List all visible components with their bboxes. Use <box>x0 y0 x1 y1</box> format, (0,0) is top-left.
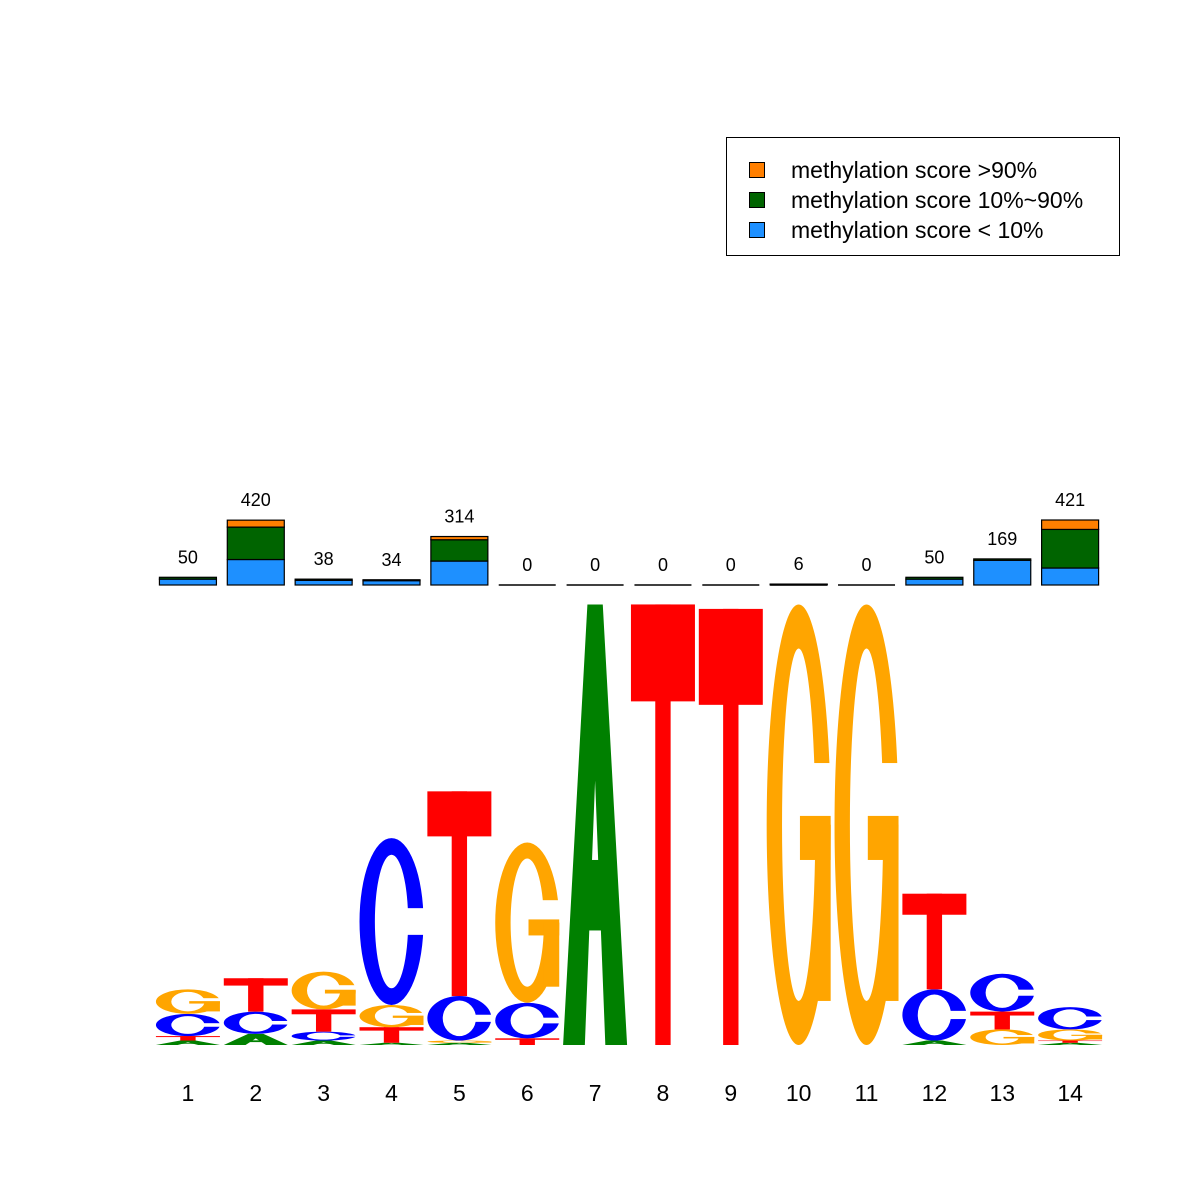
logo-letter-G-pos5 <box>427 1040 494 1043</box>
logo-letter-C-pos13 <box>970 973 1037 1012</box>
legend: methylation score >90% methylation score… <box>726 137 1120 256</box>
bar-total-label: 420 <box>241 490 271 510</box>
bar-pos14-series0 <box>1041 567 1100 586</box>
bar-pos4-series0 <box>362 580 421 586</box>
logo-letter-C-pos1 <box>155 1013 223 1037</box>
bar-total-label: 0 <box>658 555 668 575</box>
bar-pos2-series0 <box>226 558 285 586</box>
position-label: 12 <box>922 1080 948 1106</box>
logo-letter-G-pos11 <box>834 604 902 1045</box>
logo-letter-G-pos4 <box>359 1004 427 1028</box>
position-label: 2 <box>249 1080 262 1106</box>
bar-total-label: 0 <box>862 555 872 575</box>
logo-letter-T-pos2 <box>223 978 288 1012</box>
position-tick-labels: 1 2 3 4 5 6 7 8 9 10 11 12 13 14 <box>182 1080 1084 1106</box>
position-label: 3 <box>317 1080 330 1106</box>
logo-letter-T-pos8 <box>630 604 695 1045</box>
logo-letter-T-pos13 <box>970 1011 1035 1030</box>
position-label: 6 <box>521 1080 534 1106</box>
logo-letter-G-pos3 <box>291 971 359 1010</box>
bar-pos2-series2 <box>226 519 285 528</box>
bar-pos3-series1 <box>294 578 353 581</box>
legend-item-low: methylation score < 10% <box>749 215 1044 245</box>
logo-letter-A-pos14 <box>1038 1042 1103 1045</box>
bar-pos12-series0 <box>905 578 964 586</box>
logo-letter-A-pos5 <box>427 1042 492 1045</box>
bar-pos5-series1 <box>430 539 489 562</box>
logo-letter-C-pos5 <box>427 996 494 1041</box>
logo-letter-G-pos6 <box>495 842 562 1003</box>
position-label: 7 <box>589 1080 602 1106</box>
bar-pos5-series0 <box>430 560 489 586</box>
position-label: 11 <box>855 1080 879 1106</box>
logo-letter-T-pos5 <box>427 791 492 997</box>
logo-letter-C-pos2 <box>223 1011 291 1034</box>
legend-swatch-low <box>749 222 765 238</box>
logo-letter-T-pos9 <box>698 608 763 1045</box>
logo-letter-T-pos4 <box>359 1027 424 1043</box>
logo-letter-T-pos1 <box>155 1036 220 1041</box>
logo-letter-T-pos3 <box>291 1009 356 1032</box>
sequence-logo <box>155 604 1105 1045</box>
logo-letter-A-pos3 <box>291 1040 356 1045</box>
bar-pos4-series1 <box>362 579 421 582</box>
methylation-bars <box>158 519 1100 586</box>
logo-letter-A-pos4 <box>359 1042 424 1045</box>
bar-total-label: 0 <box>522 555 532 575</box>
bar-total-label: 314 <box>444 507 474 527</box>
bar-pos13-series0 <box>973 559 1032 586</box>
legend-item-high: methylation score >90% <box>749 155 1037 185</box>
logo-letter-G-pos1 <box>155 989 223 1014</box>
logo-letter-C-pos4 <box>359 838 427 1005</box>
bar-total-label: 0 <box>726 555 736 575</box>
logo-letter-A-pos1 <box>155 1040 220 1045</box>
bar-total-label: 169 <box>987 529 1017 549</box>
bar-pos1-series0 <box>158 578 218 586</box>
logo-letter-G-pos13 <box>970 1029 1037 1045</box>
logo-letter-C-pos6 <box>495 1002 562 1039</box>
position-label: 1 <box>182 1080 195 1106</box>
logo-letter-T-pos14 <box>1038 1040 1103 1043</box>
logo-letter-T-pos12 <box>902 893 967 990</box>
bar-total-label: 50 <box>924 547 944 567</box>
logo-letter-G-pos10 <box>766 604 834 1045</box>
position-label: 14 <box>1057 1080 1083 1106</box>
bar-pos3-series0 <box>294 579 353 586</box>
logo-letter-T-pos6 <box>495 1038 560 1045</box>
logo-letter-A-pos7 <box>563 604 628 1045</box>
bar-pos5-series2 <box>430 535 489 541</box>
bar-pos14-series1 <box>1041 528 1100 569</box>
legend-swatch-high <box>749 162 765 178</box>
bar-total-labels: 50 420 38 34 314 0 0 0 0 6 0 50 169 421 <box>178 490 1085 575</box>
position-label: 13 <box>989 1080 1015 1106</box>
legend-label-high: methylation score >90% <box>791 156 1038 183</box>
bar-total-label: 34 <box>381 550 401 570</box>
bar-total-label: 50 <box>178 547 198 567</box>
bar-pos14-series2 <box>1041 519 1100 531</box>
legend-item-mid: methylation score 10%~90% <box>749 185 1083 215</box>
bar-total-label: 0 <box>590 555 600 575</box>
legend-swatch-mid <box>749 192 765 208</box>
bar-total-label: 421 <box>1055 490 1085 510</box>
legend-label-mid: methylation score 10%~90% <box>791 186 1084 213</box>
position-label: 10 <box>786 1080 812 1106</box>
bar-total-label: 38 <box>314 549 334 569</box>
legend-label-low: methylation score < 10% <box>791 216 1044 243</box>
position-label: 8 <box>657 1080 670 1106</box>
position-label: 9 <box>724 1080 737 1106</box>
logo-letter-C-pos3 <box>291 1031 359 1041</box>
logo-letter-C-pos14 <box>1038 1007 1105 1030</box>
position-label: 4 <box>385 1080 398 1106</box>
bar-total-label: 6 <box>794 554 804 574</box>
logo-letter-C-pos12 <box>902 989 969 1041</box>
logo-letter-G-pos14 <box>1038 1029 1105 1041</box>
position-label: 5 <box>453 1080 466 1106</box>
logo-letter-A-pos2 <box>223 1033 288 1045</box>
bar-pos1-series1 <box>158 576 218 580</box>
bar-pos13-series1 <box>973 558 1032 561</box>
bar-pos12-series1 <box>905 576 964 580</box>
logo-letter-A-pos12 <box>902 1040 967 1045</box>
bar-pos2-series1 <box>226 526 285 561</box>
